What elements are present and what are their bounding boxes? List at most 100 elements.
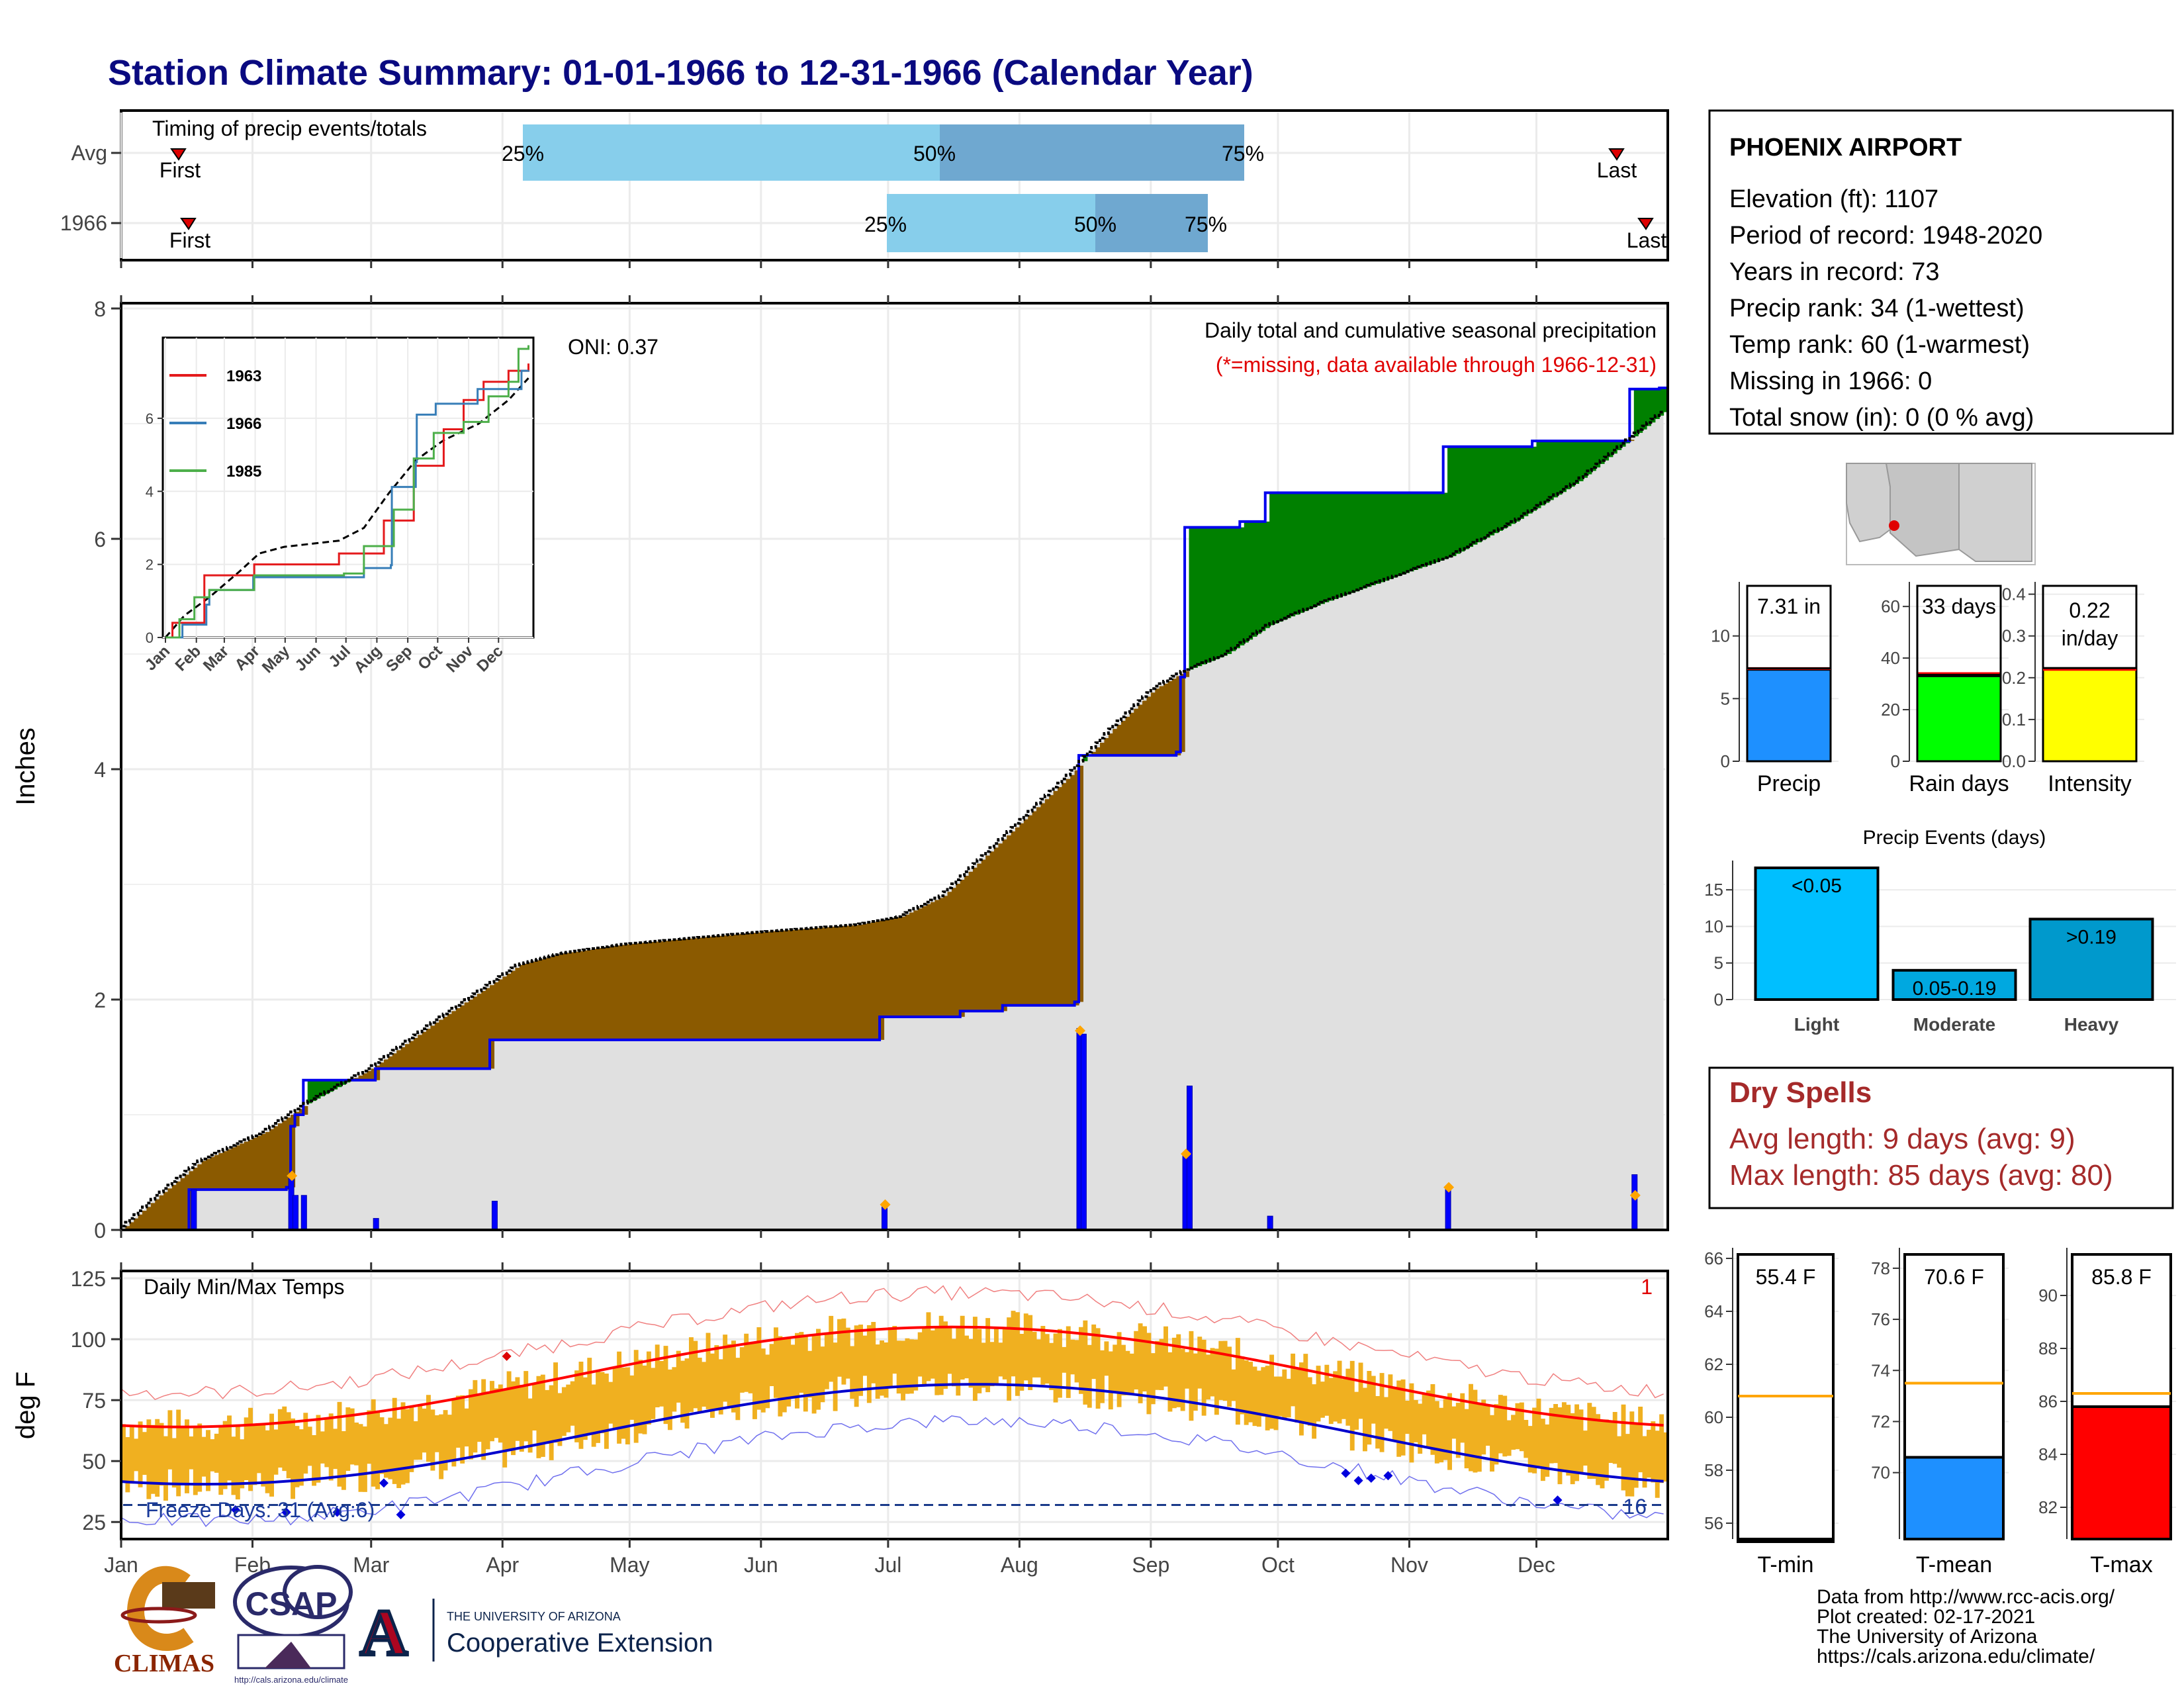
above-average-fill xyxy=(307,388,1668,1103)
month-tick-label: May xyxy=(610,1553,649,1577)
temps-y-tick: 100 xyxy=(71,1328,106,1352)
record-low-marker xyxy=(1383,1471,1393,1481)
ua-cooperative-extension-logo: A THE UNIVERSITY OF ARIZONA Cooperative … xyxy=(358,1595,713,1671)
month-tick-label: Sep xyxy=(1132,1553,1169,1577)
avg-first-label: First xyxy=(159,158,201,182)
event-bar-light xyxy=(1754,867,1880,1001)
temps-y-tick: 25 xyxy=(82,1511,106,1534)
timing-row-1966-label: 1966 xyxy=(60,211,107,235)
footer-data-source: Data from http://www.rcc-acis.org/ xyxy=(1817,1586,2115,1608)
ua-a-mark: A xyxy=(360,1596,408,1669)
temperature-bar-charts: 55.4 F 56 58 60 62 64 66 T-min 70.6 F 70 72 74 76 78 T… xyxy=(1704,1248,2176,1577)
precip-y-tick: 6 xyxy=(94,528,106,551)
temp-category-label: T-max xyxy=(2090,1552,2152,1577)
event-category-label: Moderate xyxy=(1913,1014,1995,1035)
y1966-last-marker xyxy=(1637,218,1654,230)
precip-frame xyxy=(120,302,1669,1231)
csap-url: http://cals.arizona.edu/climate xyxy=(234,1675,348,1685)
station-name: PHOENIX AIRPORT xyxy=(1729,134,1962,162)
y1966-p50-label: 50% xyxy=(1074,212,1116,236)
avg-q25-q50-box xyxy=(523,124,940,181)
temp-y-tick: 64 xyxy=(1704,1301,1723,1321)
total-y-tick: 0 xyxy=(1721,751,1730,771)
month-tick-label: Oct xyxy=(1261,1553,1295,1577)
daily-precip-bar xyxy=(1186,1086,1193,1231)
total-y-tick: 0.2 xyxy=(2002,668,2026,688)
inset-avg-line xyxy=(164,377,529,638)
climas-logo: CLIMAS xyxy=(114,1566,215,1677)
total-y-tick: 0.0 xyxy=(2002,751,2026,771)
daily-precip-bar xyxy=(300,1195,307,1231)
inset-y-tick: 0 xyxy=(146,630,154,646)
station-precip-rank: Precip rank: 34 (1-wettest) xyxy=(1729,295,2025,322)
inset-series-1985 xyxy=(165,345,529,639)
event-bar-label: >0.19 xyxy=(2066,926,2116,948)
total-y-tick: 5 xyxy=(1721,688,1730,708)
dry-spells-frame xyxy=(1708,1066,2174,1209)
total-bar-0 xyxy=(1746,669,1832,763)
total-bar-2 xyxy=(2042,668,2138,763)
timing-title: Timing of precip events/totals xyxy=(152,117,427,140)
station-frame xyxy=(1708,109,2174,435)
temps-title: Daily Min/Max Temps xyxy=(144,1275,344,1299)
dry-spells-box: Dry Spells Avg length: 9 days (avg: 9) M… xyxy=(1708,1066,2174,1209)
ua-title: THE UNIVERSITY OF ARIZONA xyxy=(447,1610,621,1623)
record-low-marker xyxy=(1553,1495,1563,1505)
y1966-q25-q50-box xyxy=(887,194,1095,252)
event-bar-label: <0.05 xyxy=(1792,875,1842,897)
locator-map xyxy=(1846,463,2036,565)
temp-y-tick: 90 xyxy=(2038,1286,2058,1305)
avg-max-temp-line xyxy=(120,1325,1664,1429)
total-value-label: 0.22 xyxy=(2069,598,2110,622)
station-missing: Missing in 1966: 0 xyxy=(1729,367,1932,395)
temp-y-tick: 74 xyxy=(1871,1360,1890,1380)
oni-value: ONI: 0.37 xyxy=(568,335,659,359)
temp-y-tick: 84 xyxy=(2038,1444,2058,1464)
avg-last-label: Last xyxy=(1597,158,1637,182)
max-daily-marker xyxy=(1629,1190,1641,1201)
csap-wordmark: CSAP xyxy=(246,1585,338,1622)
daily-precip-bar xyxy=(1445,1186,1451,1231)
ua-extension: Cooperative Extension xyxy=(447,1628,713,1658)
daily-precip-bar xyxy=(881,1206,887,1231)
temp-bar-t-mean xyxy=(1903,1456,2005,1540)
temp-category-label: T-mean xyxy=(1916,1552,1992,1577)
temp-y-tick: 82 xyxy=(2038,1497,2058,1517)
total-category-label: Intensity xyxy=(2048,771,2132,796)
avg-p25-label: 25% xyxy=(502,142,544,165)
temp-y-tick: 62 xyxy=(1704,1354,1723,1374)
station-location-dot xyxy=(1889,520,1899,531)
temp-y-tick: 70 xyxy=(1871,1463,1890,1483)
total-bar-1 xyxy=(1916,675,2002,763)
temp-value-label: 70.6 F xyxy=(1924,1265,1984,1289)
precip-y-label: Inches xyxy=(11,727,40,806)
total-y-tick: 20 xyxy=(1881,700,1900,720)
event-category-label: Heavy xyxy=(2064,1014,2119,1035)
total-unit-label: in/day xyxy=(2062,626,2118,650)
y1966-last-label: Last xyxy=(1627,228,1667,252)
record-low-marker xyxy=(396,1510,406,1520)
total-y-tick: 0.1 xyxy=(2002,710,2026,729)
footer: Data from http://www.rcc-acis.org/ Plot … xyxy=(114,1565,2115,1685)
daily-precip-bar xyxy=(1631,1174,1638,1231)
cumulative-1966-line xyxy=(121,387,1668,1231)
total-y-tick: 10 xyxy=(1711,626,1730,646)
total-category-label: Precip xyxy=(1757,771,1821,796)
avg-p50-label: 50% xyxy=(913,142,956,165)
y1966-p75-label: 75% xyxy=(1185,212,1227,236)
temp-y-tick: 86 xyxy=(2038,1391,2058,1411)
temp-y-tick: 60 xyxy=(1704,1407,1723,1427)
max-daily-marker xyxy=(1075,1025,1086,1036)
station-period: Period of record: 1948-2020 xyxy=(1729,222,2042,250)
precip-note: Daily total and cumulative seasonal prec… xyxy=(1205,318,1657,342)
total-y-tick: 0 xyxy=(1891,751,1900,771)
temp-y-tick: 66 xyxy=(1704,1248,1723,1268)
temps-y-label: deg F xyxy=(11,1372,40,1439)
freeze-days-label: Freeze Days: 31 (Avg:6) xyxy=(146,1498,375,1522)
precip-y-tick: 2 xyxy=(94,988,106,1012)
temp-value-label: 85.8 F xyxy=(2091,1265,2152,1289)
y1966-q50-q75-box xyxy=(1095,194,1208,252)
daily-precip-bar xyxy=(1080,1033,1087,1231)
station-info-box: PHOENIX AIRPORT Elevation (ft): 1107 Per… xyxy=(1708,109,2174,435)
